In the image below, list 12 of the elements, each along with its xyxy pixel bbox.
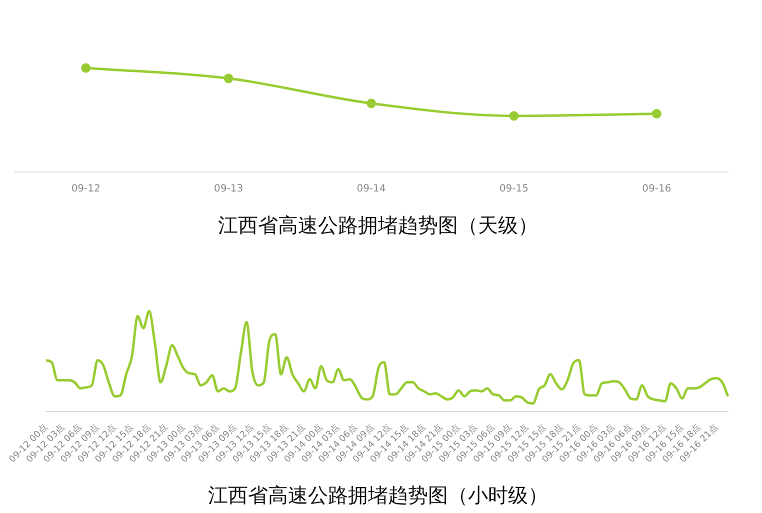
point xyxy=(652,109,662,119)
x-tick-label: 09-16 xyxy=(642,184,672,195)
point xyxy=(224,74,234,84)
x-tick-label: 09-12 xyxy=(71,184,100,195)
point xyxy=(81,63,91,73)
point xyxy=(366,98,376,108)
text: 江西省高速公路拥堵趋势图（天级） xyxy=(217,212,539,239)
point xyxy=(509,111,519,121)
x-tick-label: 09-15 xyxy=(499,184,528,195)
x-tick-label: 09-14 xyxy=(356,184,386,195)
text: 江西省高速公路拥堵趋势图（小时级） xyxy=(207,482,549,509)
x-tick-label: 09-13 xyxy=(214,184,244,195)
